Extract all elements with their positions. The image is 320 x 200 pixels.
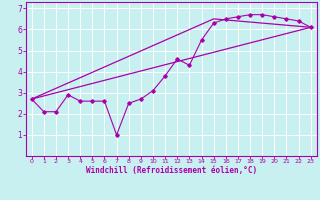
X-axis label: Windchill (Refroidissement éolien,°C): Windchill (Refroidissement éolien,°C) [86, 166, 257, 175]
